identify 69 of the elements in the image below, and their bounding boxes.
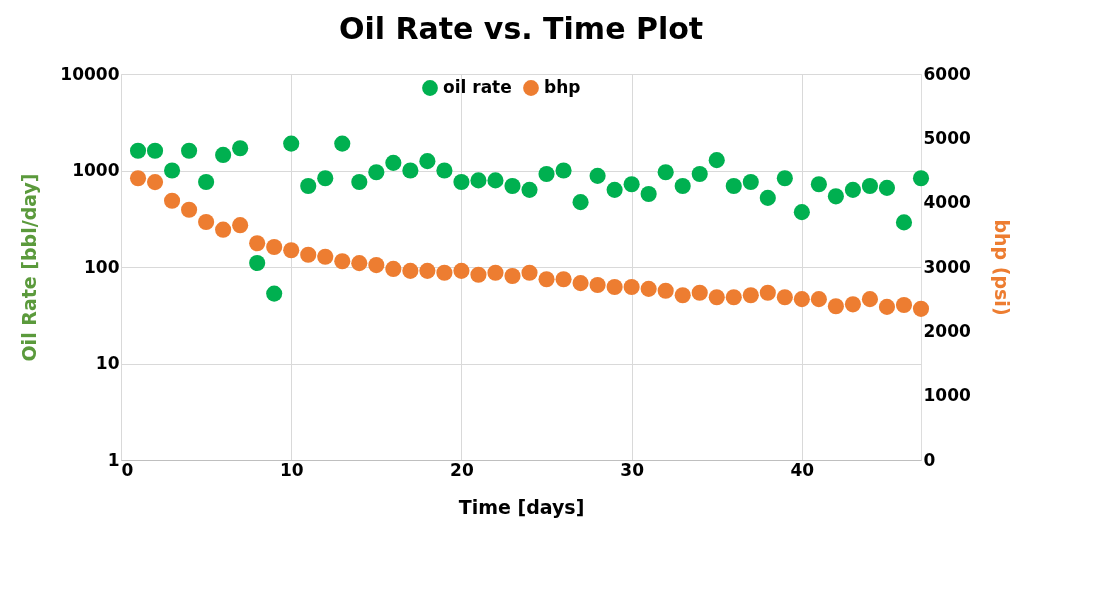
point — [487, 172, 504, 189]
point — [725, 178, 742, 195]
point — [691, 165, 708, 183]
x-tick-label: 30 — [620, 459, 645, 480]
y2-tick-label: 5000 — [923, 127, 971, 148]
point — [453, 173, 470, 191]
point — [589, 167, 606, 184]
point — [436, 162, 453, 179]
point — [249, 254, 266, 272]
point — [300, 178, 317, 195]
y2-axis-title: bhp (psi) — [990, 219, 1013, 316]
point — [521, 181, 538, 198]
y-tick-label: 1000 — [72, 160, 120, 180]
point — [572, 194, 589, 211]
point — [657, 164, 674, 181]
point — [776, 170, 793, 187]
point — [742, 173, 759, 191]
point — [129, 142, 147, 159]
point — [878, 179, 896, 196]
point — [708, 152, 725, 169]
point — [912, 170, 930, 187]
point — [232, 140, 249, 157]
y-axis-title: Oil Rate [bbl/day] — [18, 173, 41, 362]
point — [623, 176, 640, 193]
x-tick-label: 10 — [279, 459, 304, 480]
y2-tick-label: 6000 — [923, 63, 971, 84]
point — [555, 162, 572, 179]
point — [419, 153, 436, 170]
point — [470, 172, 487, 189]
point — [606, 181, 623, 198]
point — [895, 214, 913, 231]
y-tick-label: 10 — [95, 353, 120, 373]
y-tick-label: 100 — [84, 256, 120, 277]
y-tick-label: 10000 — [60, 63, 120, 84]
point — [146, 142, 164, 159]
x-tick-label: 20 — [450, 459, 474, 480]
point — [283, 135, 300, 152]
point — [402, 162, 419, 179]
point — [385, 154, 402, 171]
point — [164, 162, 181, 179]
point — [504, 178, 521, 195]
legend-label: bhp — [544, 77, 581, 97]
chart-title: Oil Rate vs. Time Plot — [338, 11, 704, 46]
x-tick-label: 0 — [121, 459, 134, 480]
point — [844, 181, 861, 198]
point — [640, 186, 657, 203]
y2-tick-label: 2000 — [923, 320, 971, 341]
y2-tick-label: 3000 — [923, 256, 971, 277]
point — [317, 170, 334, 187]
point — [215, 146, 232, 163]
x-axis-title: Time [days] — [458, 495, 585, 518]
point — [793, 204, 810, 221]
point — [351, 173, 368, 191]
point — [810, 176, 827, 193]
point — [334, 135, 351, 152]
legend-label: oil rate — [443, 77, 512, 97]
y2-tick-label: 4000 — [923, 192, 971, 213]
y2-tick-label: 1000 — [923, 385, 971, 406]
point — [181, 142, 198, 159]
point — [538, 165, 555, 183]
y-tick-label: 1 — [107, 449, 120, 470]
point — [368, 164, 385, 181]
point — [861, 178, 878, 195]
point — [674, 178, 691, 195]
point — [759, 189, 776, 206]
point — [827, 188, 844, 205]
point — [266, 285, 283, 302]
x-tick-label: 40 — [790, 459, 815, 480]
point — [198, 173, 215, 191]
